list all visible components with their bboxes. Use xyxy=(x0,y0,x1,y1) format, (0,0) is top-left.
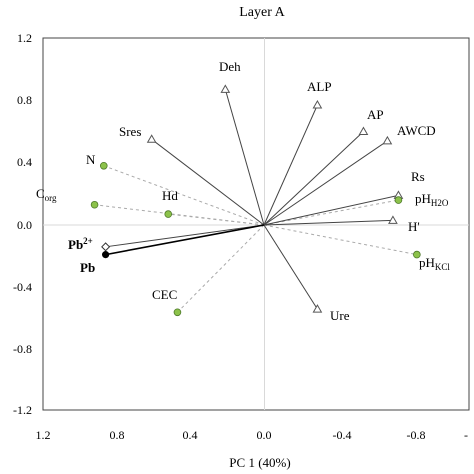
circle-marker-hd xyxy=(164,210,173,218)
y-tick-label: 1.2 xyxy=(17,31,32,45)
y-tick-label: 0.0 xyxy=(17,218,32,232)
y-tick-label: 0.4 xyxy=(17,155,32,169)
vector-line-deh xyxy=(224,89,265,226)
label-ure: Ure xyxy=(330,308,350,323)
chart-title: Layer A xyxy=(239,5,285,20)
y-tick-label: -0.4 xyxy=(13,280,32,294)
circle-marker-corg xyxy=(90,200,99,209)
label-phkcl: pHKCl xyxy=(419,255,450,272)
label-phkcl-sub: KCl xyxy=(435,262,451,272)
x-axis: 1.2 0.8 0.4 0.0 -0.4 -0.8 - xyxy=(36,428,469,442)
triangle-marker-sres xyxy=(146,134,157,143)
triangle-marker-ure xyxy=(312,304,323,313)
label-pb2plus-base: Pb xyxy=(68,237,83,252)
label-phh2o: pHH2O xyxy=(415,191,449,208)
y-tick-label: -1.2 xyxy=(13,403,32,417)
x-tick-label: 0.0 xyxy=(257,428,272,442)
x-tick-label: -0.8 xyxy=(407,428,426,442)
label-pb2plus: Pb2+ xyxy=(68,236,93,252)
label-corg-base: C xyxy=(36,186,45,201)
y-tick-label: -0.8 xyxy=(13,342,32,356)
label-corg-sub: org xyxy=(45,193,57,203)
x-tick-label: 0.4 xyxy=(183,428,198,442)
black-dot-pb xyxy=(102,251,110,259)
label-corg: Corg xyxy=(36,186,57,203)
label-alp: ALP xyxy=(307,79,332,94)
x-tick-label: - xyxy=(464,428,468,442)
circle-marker-phkcl xyxy=(413,250,421,259)
vector-line-pb xyxy=(105,224,265,248)
vector-line-awcd xyxy=(263,140,388,226)
supplementary-line-pb xyxy=(105,224,265,256)
x-tick-label: 0.8 xyxy=(110,428,125,442)
triangle-marker-ap xyxy=(358,126,369,135)
plot-frame xyxy=(42,37,470,411)
label-deh: Deh xyxy=(219,59,241,74)
label-ap: AP xyxy=(367,107,384,122)
triangle-marker-alp xyxy=(312,100,323,109)
dashed-line-hd xyxy=(168,213,265,226)
label-awcd: AWCD xyxy=(397,123,436,138)
circle-marker-cec xyxy=(173,308,182,317)
vector-line-rs xyxy=(263,194,399,226)
triangle-marker-h- xyxy=(388,215,398,224)
point-labels: Deh ALP AP AWCD Rs H' Ure Sres N Hd CEC … xyxy=(36,59,450,323)
x-tick-label: -0.4 xyxy=(333,428,352,442)
label-pb: Pb xyxy=(80,260,95,275)
label-sres: Sres xyxy=(119,124,141,139)
y-axis: 1.2 0.8 0.4 0.0 -0.4 -0.8 -1.2 xyxy=(13,31,32,417)
vector-line-ap xyxy=(263,131,364,226)
label-pb2plus-sup: 2+ xyxy=(83,236,93,246)
dashed-line-phkcl xyxy=(263,224,417,256)
label-phh2o-sub: H2O xyxy=(431,198,449,208)
vector-line-ure xyxy=(263,224,318,310)
x-axis-title: PC 1 (40%) xyxy=(229,455,290,470)
data-marks xyxy=(90,84,421,317)
diamond-marker-pb2plus xyxy=(101,242,111,252)
triangle-marker-deh xyxy=(220,84,231,93)
label-phkcl-base: pH xyxy=(419,255,435,270)
label-cec: CEC xyxy=(152,287,177,302)
dashed-line-n xyxy=(103,165,265,226)
label-n: N xyxy=(86,152,96,167)
x-tick-label: 1.2 xyxy=(36,428,51,442)
vector-line-sres xyxy=(151,138,265,226)
dashed-line-cec xyxy=(177,224,265,313)
label-phh2o-base: pH xyxy=(415,191,431,206)
label-rs: Rs xyxy=(411,169,425,184)
triangle-marker-awcd xyxy=(382,135,393,145)
vector-line-alp xyxy=(263,104,318,226)
vector-line-h- xyxy=(263,219,393,226)
circle-marker-n xyxy=(99,161,108,170)
dashed-line-phh2o xyxy=(263,199,399,226)
label-hd: Hd xyxy=(162,188,178,203)
y-tick-label: 0.8 xyxy=(17,93,32,107)
label-h-prime: H' xyxy=(408,219,420,234)
circle-marker-phh2o xyxy=(394,196,403,204)
